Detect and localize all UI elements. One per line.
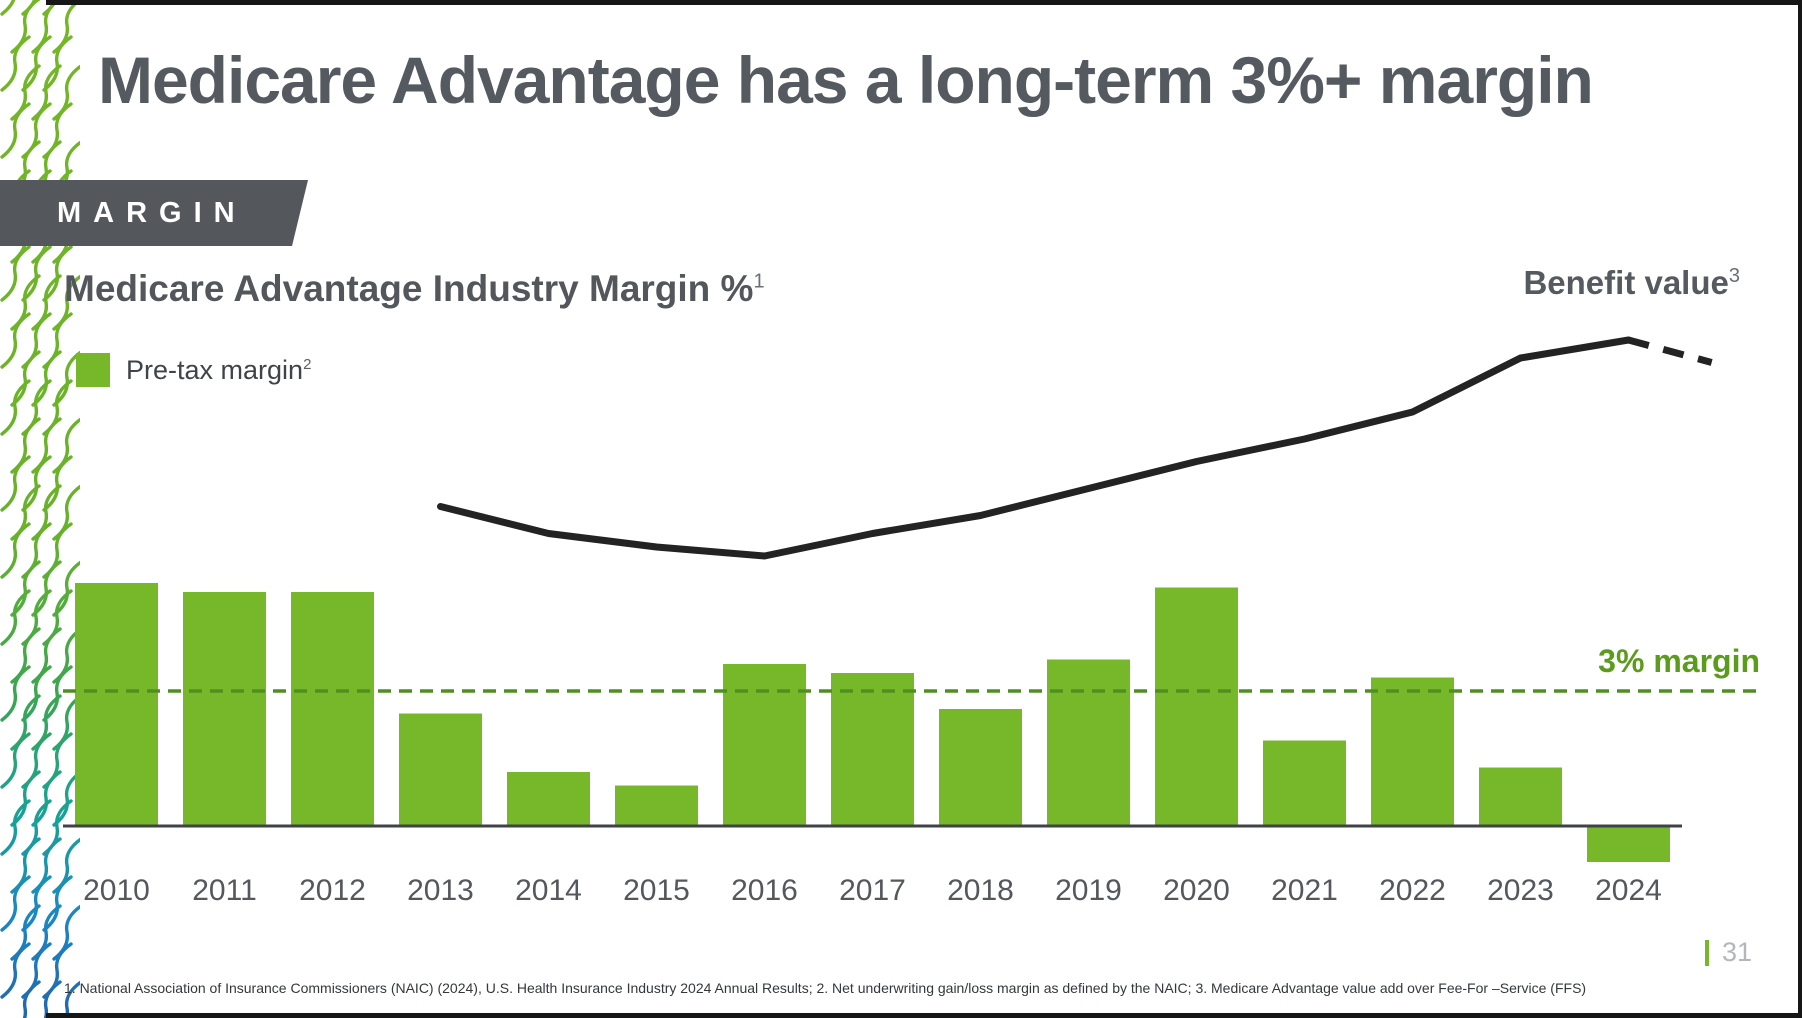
wave-squiggle xyxy=(21,245,52,302)
wave-squiggle xyxy=(0,665,31,722)
legend-label: Pre-tax margin2 xyxy=(126,354,312,385)
footnote: 1. National Association of Insurance Com… xyxy=(64,980,1587,996)
bar-2010 xyxy=(75,583,158,826)
wave-squiggle xyxy=(31,770,62,827)
x-axis-label-2010: 2010 xyxy=(83,874,150,907)
margin-section-badge: MARGIN xyxy=(0,180,308,246)
x-axis-label-2022: 2022 xyxy=(1379,874,1446,907)
wave-squiggle xyxy=(42,875,73,932)
x-axis-label-2014: 2014 xyxy=(515,874,582,907)
x-axis-label-2016: 2016 xyxy=(731,874,798,907)
wave-squiggle xyxy=(21,665,52,722)
wave-pattern-decoration xyxy=(0,0,80,1018)
page-number-tick xyxy=(1705,939,1709,966)
chart-title-footnote-ref: 1 xyxy=(753,270,765,293)
wave-squiggle xyxy=(42,665,73,722)
x-axis-label-2018: 2018 xyxy=(947,874,1014,907)
right-edge-bar xyxy=(1798,0,1802,1018)
bar-2014 xyxy=(507,772,590,826)
wave-squiggle xyxy=(64,980,80,1018)
x-axis-label-2013: 2013 xyxy=(407,874,474,907)
bar-2013 xyxy=(399,713,482,826)
wave-squiggle xyxy=(0,589,31,646)
x-axis-label-2017: 2017 xyxy=(839,874,906,907)
page-number: 31 xyxy=(1705,937,1752,968)
slide-title: Medicare Advantage has a long-term 3%+ m… xyxy=(98,43,1594,117)
wave-squiggle xyxy=(52,560,80,617)
margin-section-badge-label: MARGIN xyxy=(57,197,247,229)
wave-squiggle xyxy=(0,942,31,999)
wave-squiggle xyxy=(10,770,41,827)
wave-squiggle xyxy=(52,770,80,827)
bottom-edge-bar xyxy=(46,1013,1802,1018)
wave-squiggle xyxy=(22,980,41,1018)
wave-squiggle xyxy=(21,875,52,932)
wave-squiggle xyxy=(52,350,80,407)
x-axis-label-2020: 2020 xyxy=(1163,874,1230,907)
top-edge-bar xyxy=(46,0,1802,5)
page-number-text: 31 xyxy=(1722,937,1753,967)
wave-squiggle xyxy=(21,455,52,512)
x-axis-label-2019: 2019 xyxy=(1055,874,1122,907)
threshold-label: 3% margin xyxy=(1598,643,1760,679)
wave-squiggle xyxy=(0,522,31,579)
benefit-value-line xyxy=(437,336,1632,560)
benefit-value-projection xyxy=(1627,336,1713,366)
bar-2023 xyxy=(1479,767,1562,826)
bar-2021 xyxy=(1263,740,1346,826)
benefit-value-footnote-ref: 3 xyxy=(1728,265,1740,287)
wave-squiggle xyxy=(43,980,62,1018)
bar-2020 xyxy=(1155,587,1238,826)
legend-swatch-pretax-margin xyxy=(76,353,110,387)
x-axis-label-2012: 2012 xyxy=(299,874,366,907)
wave-squiggle xyxy=(21,35,52,92)
bar-2024 xyxy=(1587,826,1670,862)
legend: Pre-tax margin2 xyxy=(76,353,311,387)
wave-squiggle xyxy=(0,35,31,92)
legend-footnote-ref: 2 xyxy=(303,355,312,373)
wave-squiggle xyxy=(0,875,31,932)
bar-2015 xyxy=(615,785,698,826)
bar-2012 xyxy=(291,592,374,826)
benefit-value-line-label: Benefit value3 xyxy=(1523,264,1740,301)
x-axis-label-2023: 2023 xyxy=(1487,874,1554,907)
wave-squiggle xyxy=(31,560,62,617)
x-axis-label-2015: 2015 xyxy=(623,874,690,907)
wave-squiggle xyxy=(0,799,31,856)
x-axis-label-2021: 2021 xyxy=(1271,874,1338,907)
wave-squiggle xyxy=(0,732,31,789)
bar-2022 xyxy=(1371,677,1454,826)
wave-squiggle xyxy=(10,350,41,407)
wave-squiggle xyxy=(42,35,73,92)
x-axis-label-2011: 2011 xyxy=(192,874,257,907)
wave-squiggle xyxy=(42,245,73,302)
wave-squiggle xyxy=(31,350,62,407)
wave-squiggle xyxy=(10,560,41,617)
wave-squiggle xyxy=(0,0,16,16)
wave-squiggle xyxy=(0,379,31,436)
wave-squiggle xyxy=(0,245,31,302)
wave-squiggle xyxy=(0,312,31,369)
wave-squiggle xyxy=(0,455,31,512)
bar-2018 xyxy=(939,709,1022,826)
wave-squiggle xyxy=(0,102,31,159)
chart-title: Medicare Advantage Industry Margin %1 xyxy=(64,268,765,309)
bar-2017 xyxy=(831,673,914,826)
wave-squiggle xyxy=(42,455,73,512)
bar-2016 xyxy=(723,664,806,826)
x-axis-label-2024: 2024 xyxy=(1595,874,1662,907)
bar-2011 xyxy=(183,592,266,826)
bar-2019 xyxy=(1047,659,1130,826)
